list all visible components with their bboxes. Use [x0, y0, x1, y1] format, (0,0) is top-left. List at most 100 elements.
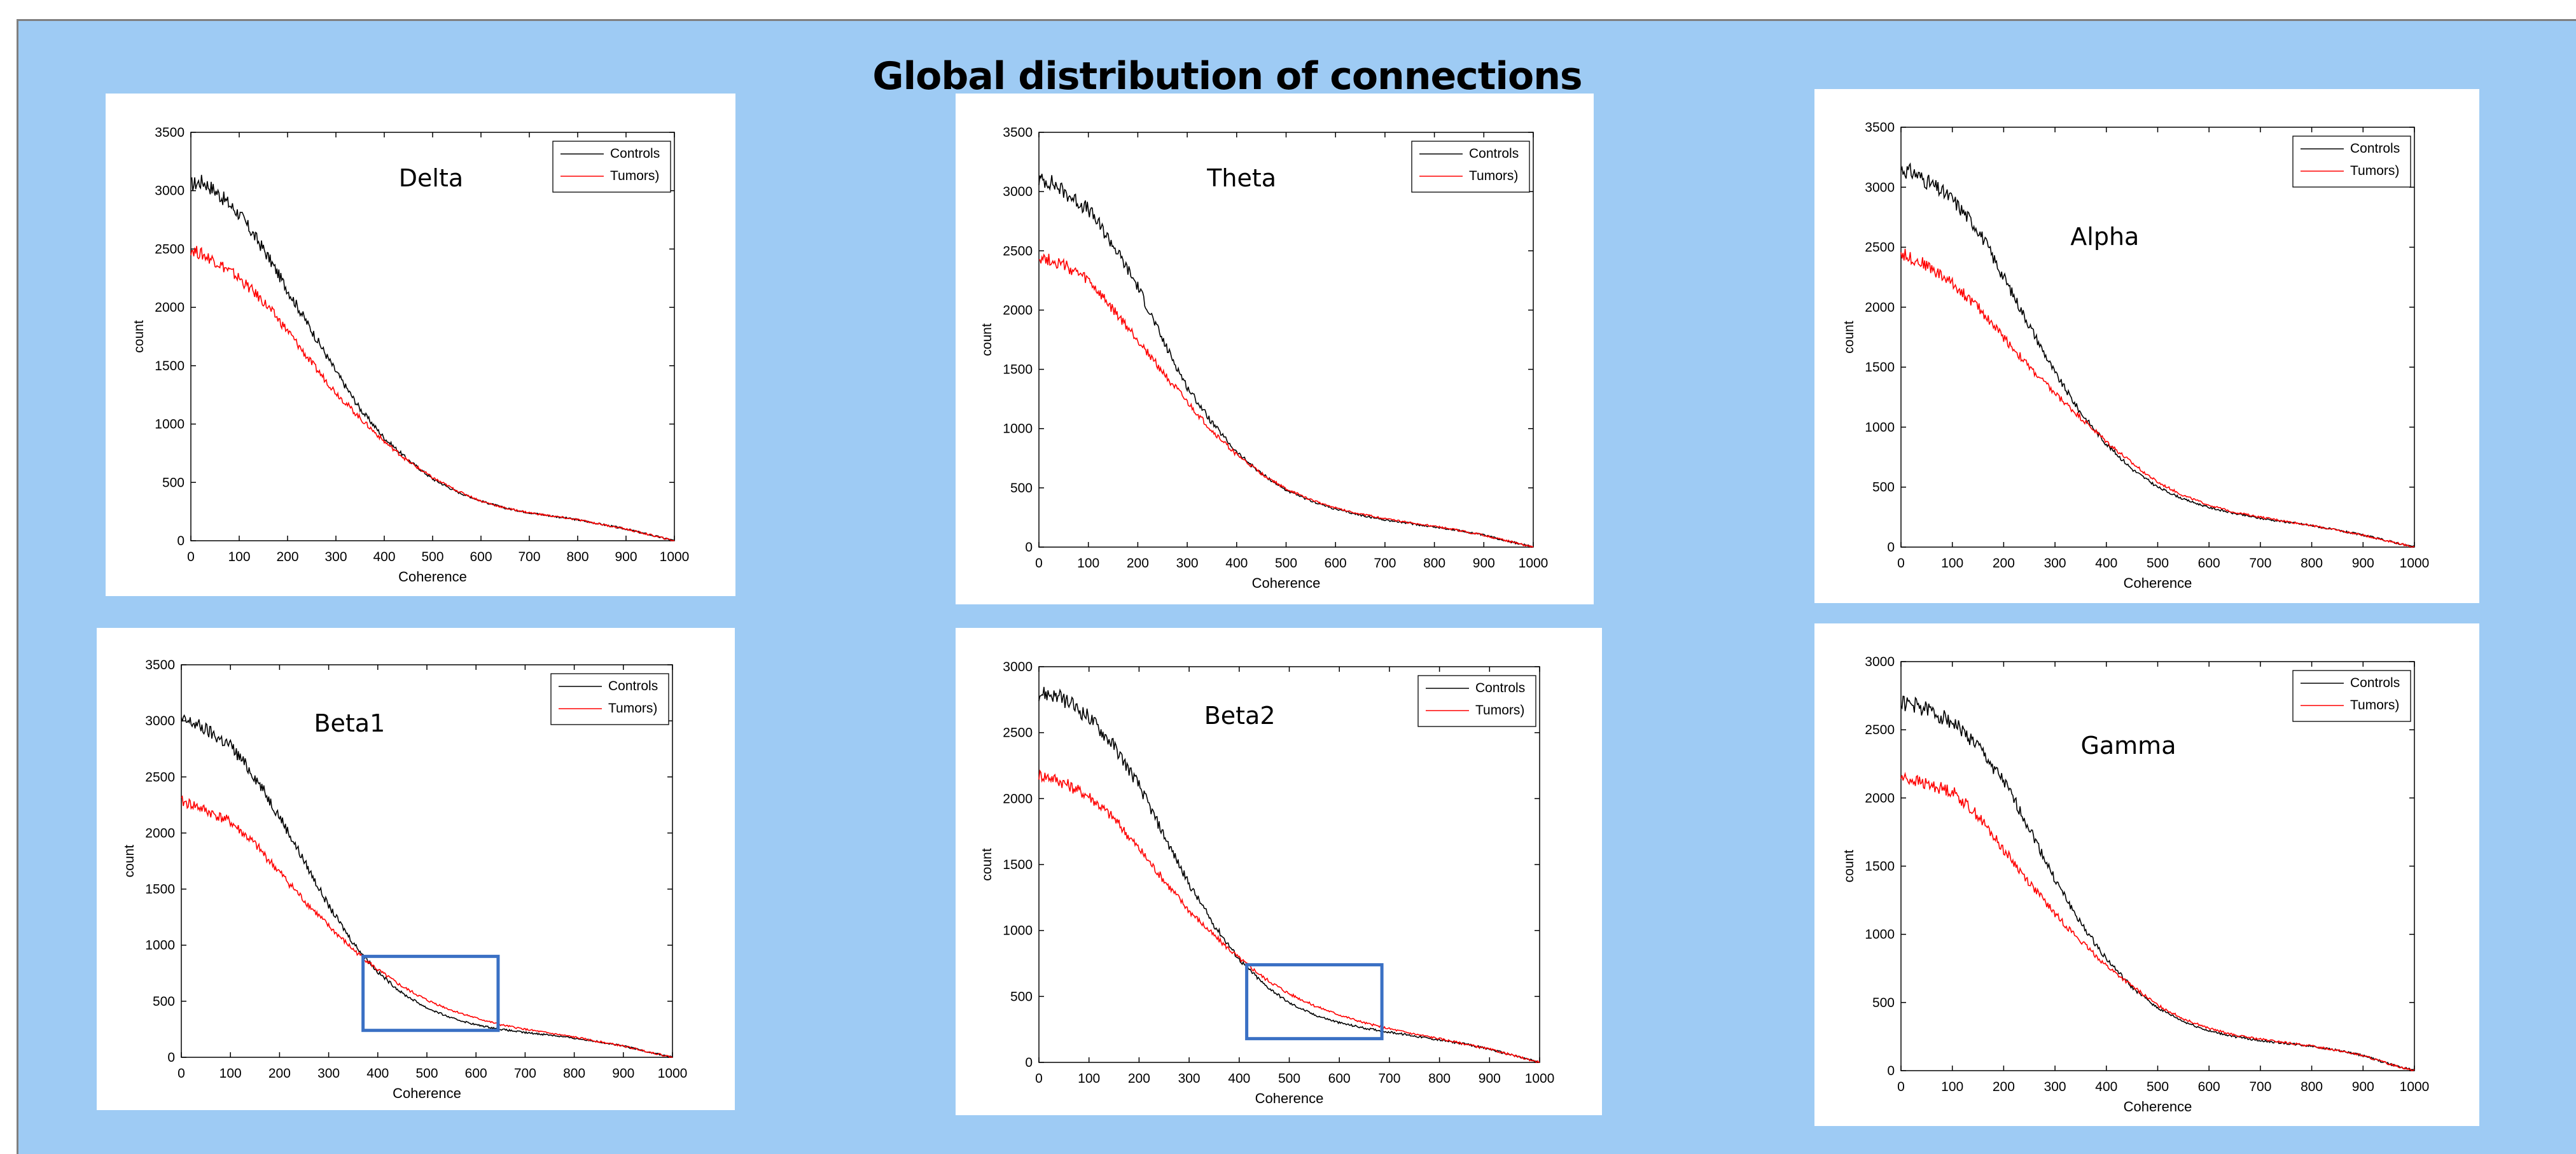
x-tick-label: 1000 — [1525, 1071, 1555, 1086]
x-tick-label: 800 — [1423, 556, 1445, 571]
x-axis-label: Coherence — [393, 1085, 461, 1101]
series-line-tumors — [181, 795, 672, 1059]
x-tick-label: 900 — [2352, 556, 2374, 571]
y-tick-label: 3500 — [155, 125, 184, 140]
legend-box — [1417, 675, 1536, 727]
x-tick-label: 300 — [324, 550, 347, 564]
x-tick-label: 300 — [2044, 556, 2066, 571]
chart-panel-gamma: 0 100 200 300 400 500 600 700 800 900 1000 0 500 1000… — [1814, 623, 2479, 1126]
y-tick-label: 1000 — [145, 938, 175, 953]
legend-label: Tumors) — [2350, 163, 2399, 178]
y-tick-label: 500 — [1010, 989, 1033, 1004]
series-line-tumors — [1038, 253, 1534, 548]
y-axis-label: count — [1842, 321, 1856, 354]
chart-panel-beta2: 0 100 200 300 400 500 600 700 800 900 1000 0 500 1000… — [956, 628, 1602, 1115]
y-tick-label: 500 — [1872, 996, 1895, 1010]
y-axis-label: count — [980, 323, 994, 356]
chart-svg-beta2: 0 100 200 300 400 500 600 700 800 900 1000 0 500 1000… — [980, 660, 1555, 1106]
y-tick-label: 2000 — [1865, 300, 1895, 315]
y-tick-label: 1500 — [1003, 363, 1033, 377]
y-tick-label: 1500 — [1003, 858, 1033, 872]
x-tick-label: 1000 — [2400, 556, 2430, 571]
chart-panel-theta: 0 100 200 300 400 500 600 700 800 900 1000 0 500 1000… — [956, 94, 1594, 604]
x-tick-label: 700 — [514, 1066, 536, 1081]
x-tick-label: 1000 — [658, 1066, 688, 1081]
x-tick-label: 100 — [228, 550, 250, 564]
x-tick-label: 700 — [2249, 556, 2271, 571]
x-tick-label: 200 — [268, 1066, 291, 1081]
y-tick-label: 2500 — [155, 242, 184, 256]
plot-frame — [1038, 132, 1534, 548]
y-tick-label: 2000 — [145, 826, 175, 840]
series-line-controls — [1900, 162, 2415, 548]
legend-label: Tumors) — [2350, 698, 2399, 713]
y-tick-label: 500 — [153, 994, 175, 1009]
x-tick-label: 900 — [615, 550, 637, 564]
x-tick-label: 0 — [1897, 1080, 1905, 1094]
x-tick-label: 200 — [1128, 1071, 1150, 1086]
slide-title: Global distribution of connections — [872, 54, 1582, 99]
x-tick-label: 500 — [421, 550, 443, 564]
y-tick-label: 3000 — [155, 184, 184, 198]
x-tick-label: 800 — [1428, 1071, 1451, 1086]
x-tick-label: 700 — [518, 550, 540, 564]
y-tick-label: 3000 — [145, 714, 175, 728]
y-axis-label: count — [122, 845, 137, 878]
x-tick-label: 800 — [2301, 1080, 2323, 1094]
x-tick-label: 200 — [276, 550, 298, 564]
x-tick-label: 600 — [465, 1066, 487, 1081]
highlight-box — [1245, 963, 1384, 1041]
y-axis-label: count — [1842, 850, 1856, 883]
chart-panel-beta1: 0 100 200 300 400 500 600 700 800 900 1000 0 500 1000… — [97, 628, 735, 1110]
chart-svg-theta: 0 100 200 300 400 500 600 700 800 900 1000 0 500 1000… — [980, 125, 1548, 591]
x-tick-label: 600 — [1325, 556, 1347, 571]
band-annotation: Gamma — [2080, 732, 2176, 760]
x-tick-label: 0 — [178, 1066, 185, 1081]
y-tick-label: 0 — [177, 534, 184, 548]
y-tick-label: 3500 — [145, 658, 175, 672]
legend-box — [2292, 670, 2411, 722]
band-annotation: Beta1 — [314, 709, 386, 737]
legend-box — [2292, 136, 2411, 188]
x-tick-label: 200 — [1127, 556, 1149, 571]
x-tick-label: 400 — [2095, 556, 2117, 571]
x-tick-label: 0 — [187, 550, 195, 564]
legend-label: Controls — [610, 146, 660, 161]
x-tick-label: 600 — [470, 550, 492, 564]
y-tick-label: 1000 — [1865, 420, 1895, 434]
legend-label: Controls — [608, 679, 658, 693]
y-tick-label: 3000 — [1865, 655, 1895, 669]
x-tick-label: 500 — [1278, 1071, 1300, 1086]
x-tick-label: 700 — [1378, 1071, 1400, 1086]
series-line-controls — [1900, 695, 2415, 1072]
legend-label: Tumors) — [610, 169, 659, 183]
chart-svg-gamma: 0 100 200 300 400 500 600 700 800 900 1000 0 500 1000… — [1842, 655, 2429, 1115]
y-tick-label: 1500 — [1865, 859, 1895, 874]
x-axis-label: Coherence — [2124, 1099, 2192, 1115]
x-tick-label: 0 — [1897, 556, 1905, 571]
y-tick-label: 1000 — [155, 417, 184, 432]
y-tick-label: 0 — [167, 1050, 175, 1065]
band-annotation: Theta — [1207, 164, 1277, 192]
y-tick-label: 0 — [1025, 540, 1033, 555]
chart-panel-alpha: 0 100 200 300 400 500 600 700 800 900 1000 0 500 1000… — [1814, 89, 2479, 603]
x-tick-label: 900 — [1479, 1071, 1501, 1086]
x-tick-label: 600 — [1328, 1071, 1351, 1086]
y-tick-label: 2000 — [1003, 791, 1033, 806]
x-tick-label: 200 — [1993, 556, 2015, 571]
x-tick-label: 0 — [1035, 1071, 1043, 1086]
legend-label: Controls — [1475, 681, 1525, 695]
x-tick-label: 500 — [1275, 556, 1297, 571]
band-annotation: Delta — [398, 164, 464, 192]
series-line-tumors — [1038, 769, 1540, 1064]
series-line-controls — [181, 714, 673, 1058]
series-line-tumors — [190, 246, 675, 541]
x-tick-label: 300 — [1176, 556, 1199, 571]
x-tick-label: 500 — [415, 1066, 438, 1081]
legend-label: Controls — [2350, 676, 2400, 690]
x-tick-label: 400 — [1225, 556, 1248, 571]
y-tick-label: 0 — [1887, 1064, 1895, 1078]
y-axis-label: count — [980, 848, 994, 881]
y-tick-label: 2500 — [1865, 240, 1895, 255]
y-tick-label: 3000 — [1003, 184, 1033, 199]
